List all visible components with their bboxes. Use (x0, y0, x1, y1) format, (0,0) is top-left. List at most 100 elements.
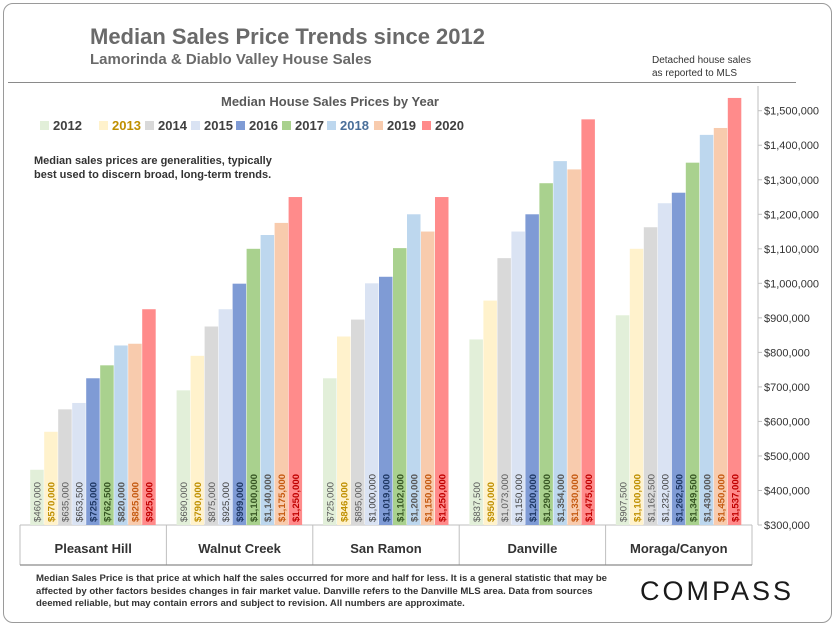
y-tick-label: $800,000 (764, 347, 810, 359)
data-label: $820,000 (117, 482, 128, 522)
bar (643, 227, 658, 525)
legend-swatch (145, 121, 154, 130)
legend-swatch (99, 121, 108, 130)
footer-disclaimer: Median Sales Price is that price at whic… (36, 573, 608, 609)
category-label: Walnut Creek (198, 541, 281, 556)
category-label: Pleasant Hill (55, 541, 132, 556)
data-label: $690,000 (179, 482, 190, 522)
legend-label: 2020 (435, 118, 464, 133)
bar (190, 355, 205, 525)
legend-swatch (236, 121, 245, 130)
data-label: $1,100,000 (249, 474, 260, 522)
bar (246, 248, 261, 526)
bar (629, 248, 644, 526)
y-tick-label: $600,000 (764, 416, 810, 428)
y-tick-label: $1,100,000 (764, 244, 819, 256)
bar (323, 378, 337, 525)
data-label: $950,000 (486, 482, 497, 522)
category-label: San Ramon (350, 541, 422, 556)
data-label: $1,330,000 (570, 474, 581, 522)
bar (435, 197, 449, 525)
bar (511, 231, 525, 526)
bar (176, 390, 191, 525)
legend-label: 2016 (249, 118, 278, 133)
legend-label: 2018 (340, 118, 369, 133)
data-label: $1,250,000 (291, 474, 302, 522)
data-label: $1,150,000 (424, 474, 435, 522)
y-tick-label: $1,300,000 (764, 175, 819, 187)
bar (393, 248, 407, 525)
bar (72, 402, 86, 525)
bar (407, 214, 421, 526)
source-note-line1: Detached house sales (652, 55, 751, 66)
bar (44, 431, 58, 525)
chart-title: Median House Sales Prices by Year (221, 94, 439, 109)
legend-swatch (191, 121, 200, 130)
data-label: $1,100,000 (632, 474, 643, 522)
data-label: $635,000 (61, 482, 72, 522)
bar (581, 119, 595, 525)
legend-swatch (374, 121, 383, 130)
data-label: $825,000 (131, 482, 142, 522)
legend-label: 2012 (53, 118, 82, 133)
data-label: $1,232,000 (660, 474, 671, 522)
data-label: $1,150,000 (514, 474, 525, 522)
legend-swatch (282, 121, 291, 130)
data-label: $1,019,000 (382, 474, 393, 522)
bar (713, 127, 728, 525)
data-label: $925,000 (221, 482, 232, 522)
y-tick-label: $300,000 (764, 520, 810, 532)
bar (260, 235, 275, 525)
data-label: $1,475,000 (584, 474, 595, 522)
data-label: $1,073,000 (500, 474, 511, 522)
data-label: $837,500 (472, 482, 483, 522)
y-tick-label: $1,200,000 (764, 209, 819, 221)
y-tick-label: $700,000 (764, 382, 810, 394)
category-label: Danville (507, 541, 557, 556)
y-tick-label: $500,000 (764, 451, 810, 463)
data-label: $1,200,000 (528, 474, 539, 522)
data-label: $1,537,000 (730, 474, 741, 522)
bar (671, 192, 686, 526)
data-label: $1,200,000 (410, 474, 421, 522)
legend-label: 2013 (112, 118, 141, 133)
bar (218, 309, 233, 525)
bar (727, 97, 742, 525)
bar (30, 469, 44, 525)
y-tick-label: $1,400,000 (764, 140, 819, 152)
data-label: $653,500 (75, 482, 86, 522)
bar (365, 283, 379, 525)
header-divider (8, 82, 796, 83)
legend-swatch (422, 121, 431, 130)
data-label: $895,000 (354, 482, 365, 522)
bar (525, 214, 539, 526)
bar (497, 258, 511, 525)
data-label: $570,000 (47, 482, 58, 522)
legend-swatch (327, 121, 336, 130)
y-tick-label: $900,000 (764, 313, 810, 325)
bar (379, 276, 393, 525)
data-label: $999,000 (235, 482, 246, 522)
bar (114, 345, 128, 525)
data-label: $460,000 (33, 482, 44, 522)
bar (351, 319, 365, 525)
compass-logo: COMPASS (640, 576, 795, 606)
data-label: $1,140,000 (263, 474, 274, 522)
y-tick-label: $1,000,000 (764, 278, 819, 290)
data-label: $1,162,500 (646, 474, 657, 522)
data-label: $725,000 (89, 482, 100, 522)
legend-label: 2017 (295, 118, 324, 133)
data-label: $1,290,000 (542, 474, 553, 522)
data-label: $790,000 (193, 482, 204, 522)
data-label: $762,500 (103, 482, 114, 522)
bar (699, 134, 714, 525)
legend-swatch (40, 121, 49, 130)
bar (469, 339, 483, 525)
bar (86, 378, 100, 525)
data-label: $1,102,000 (396, 474, 407, 522)
bar (232, 283, 247, 525)
data-label: $1,349,500 (688, 474, 699, 522)
data-label: $1,354,000 (556, 474, 567, 522)
bar (288, 197, 303, 525)
